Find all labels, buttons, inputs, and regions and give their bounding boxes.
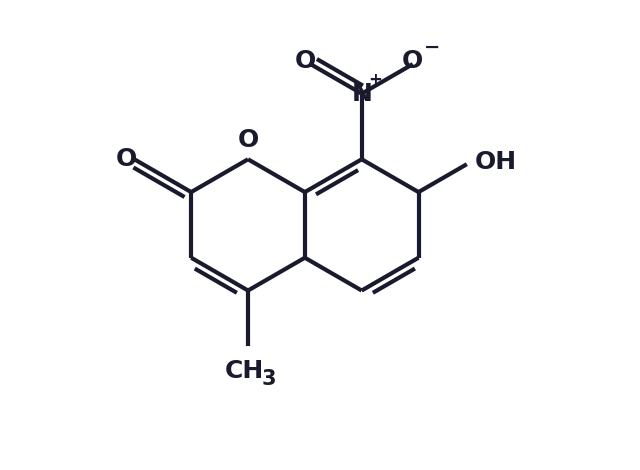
Text: O: O bbox=[237, 128, 259, 152]
Text: N: N bbox=[351, 82, 372, 106]
Text: OH: OH bbox=[475, 150, 517, 174]
Text: 3: 3 bbox=[262, 368, 276, 389]
Text: O: O bbox=[116, 147, 137, 171]
Text: +: + bbox=[368, 70, 381, 88]
Text: CH: CH bbox=[225, 360, 264, 384]
Text: −: − bbox=[424, 38, 440, 56]
Text: O: O bbox=[295, 49, 316, 73]
Text: O: O bbox=[402, 49, 424, 73]
